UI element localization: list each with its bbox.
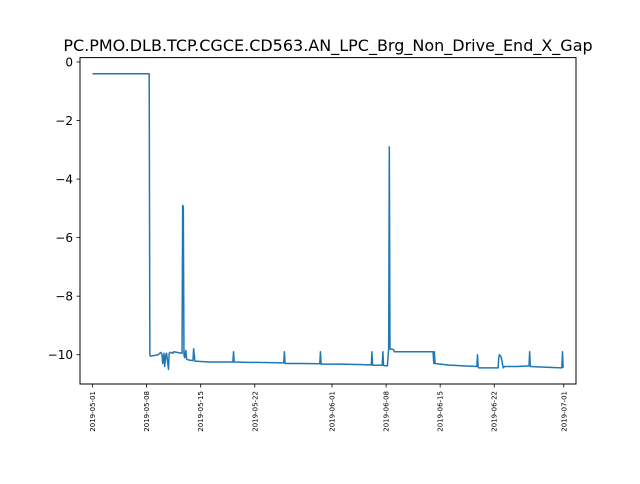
x-tick-label: 2019-06-08 (383, 391, 391, 432)
x-tick-label: 2019-06-01 (329, 391, 337, 432)
y-tick-label: −8 (55, 290, 73, 304)
x-tick-label: 2019-05-22 (251, 391, 259, 432)
chart-title: PC.PMO.DLB.TCP.CGCE.CD563.AN_LPC_Brg_Non… (63, 36, 592, 56)
y-tick-label: −6 (55, 231, 73, 245)
x-tick-label: 2019-07-01 (560, 391, 568, 432)
x-tick-label: 2019-05-08 (143, 391, 151, 432)
axes-frame (79, 57, 577, 385)
y-axis: 0 −2 −4 −6 −8 −10 (48, 55, 80, 362)
x-axis: 2019-05-01 2019-05-08 2019-05-15 2019-05-22… (89, 384, 568, 432)
y-tick-label: −4 (55, 173, 73, 187)
y-tick-label: −2 (55, 114, 73, 128)
y-tick-label: 0 (65, 55, 73, 69)
x-tick-label: 2019-06-22 (491, 391, 499, 432)
x-tick-label: 2019-06-15 (437, 391, 445, 432)
series-line-0 (92, 72, 564, 371)
plot-area (92, 72, 564, 371)
x-tick-label: 2019-05-01 (89, 391, 97, 432)
y-tick-label: −10 (48, 348, 73, 362)
x-tick-label: 2019-05-15 (197, 391, 205, 432)
